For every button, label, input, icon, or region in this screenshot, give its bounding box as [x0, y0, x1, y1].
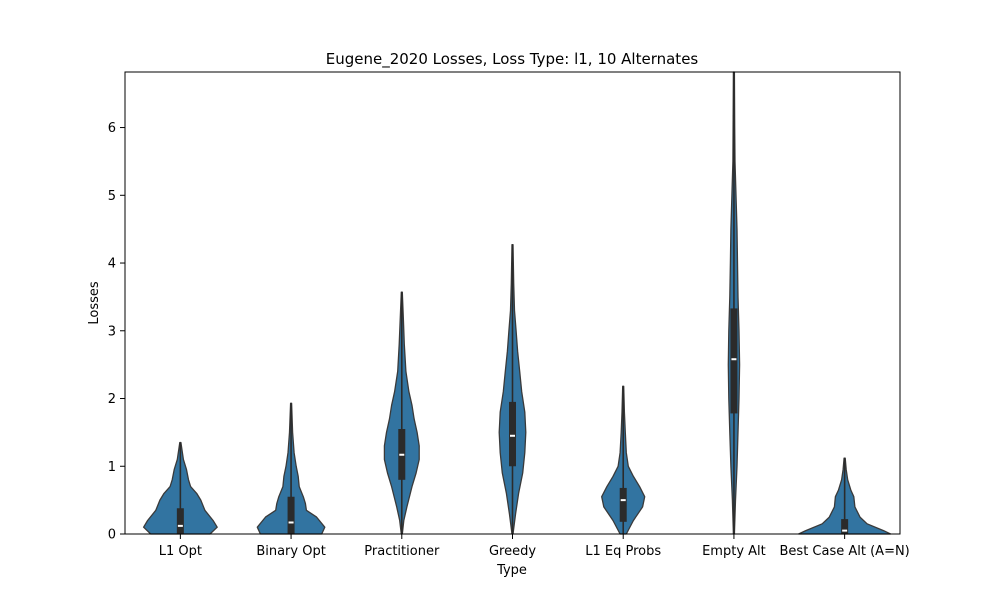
chart-title: Eugene_2020 Losses, Loss Type: l1, 10 Al… — [326, 50, 699, 69]
violin-median-marker — [288, 521, 294, 524]
plot-frame — [124, 71, 901, 535]
violins-group — [142, 71, 892, 535]
x-tick-label: Best Case Alt (A=N) — [780, 544, 910, 559]
violin-iqr-box — [509, 401, 516, 467]
violin-median-marker — [177, 524, 183, 527]
x-tick-label: Binary Opt — [256, 544, 326, 559]
violin-median-marker — [731, 358, 737, 361]
y-tick-label: 1 — [108, 460, 116, 475]
x-tick-label: L1 Opt — [159, 544, 202, 559]
y-tick-label: 3 — [108, 324, 116, 339]
y-tick-label: 6 — [108, 121, 116, 136]
violin-iqr-box — [841, 519, 849, 534]
violin-iqr-box — [176, 508, 184, 534]
y-tick-label: 0 — [108, 528, 116, 543]
x-axis-ticks: L1 Opt Binary Opt Practitioner Greedy L1 Eq … — [159, 534, 910, 559]
x-tick-label: Practitioner — [364, 544, 440, 559]
x-tick-label: L1 Eq Probs — [585, 544, 661, 559]
x-tick-label: Greedy — [489, 544, 536, 559]
x-tick-label: Empty Alt — [702, 544, 766, 559]
y-tick-label: 5 — [108, 189, 116, 204]
y-axis-ticks: 0 1 2 3 4 5 6 — [108, 121, 125, 543]
violin-iqr-box — [619, 487, 627, 522]
y-tick-label: 2 — [108, 392, 116, 407]
violin-iqr-box — [730, 308, 738, 414]
violin-iqr-box — [287, 496, 295, 534]
y-tick-label: 4 — [108, 257, 116, 272]
violin-median-marker — [399, 453, 405, 456]
violin-median-marker — [842, 529, 848, 532]
violin-median-marker — [620, 499, 626, 502]
x-axis-label: Type — [496, 563, 527, 578]
y-axis-label: Losses — [87, 281, 102, 325]
violin-median-marker — [510, 434, 515, 437]
